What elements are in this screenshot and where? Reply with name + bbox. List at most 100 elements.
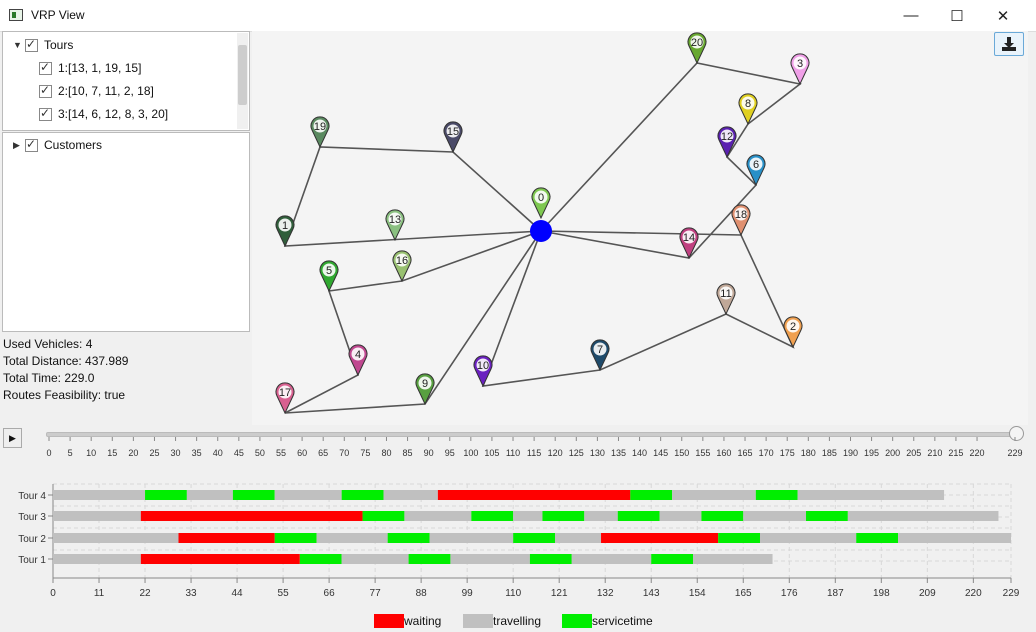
tours-checkbox[interactable] — [25, 37, 38, 52]
slider-tick-label: 50 — [255, 448, 265, 458]
gantt-bar-travelling — [383, 490, 438, 500]
pin-label: 1 — [282, 220, 288, 232]
customer-pin-13[interactable]: 13 — [385, 209, 405, 242]
gantt-bar-servicetime — [651, 554, 694, 564]
gantt-bar-travelling — [571, 554, 652, 564]
customer-pin-18[interactable]: 18 — [731, 204, 751, 237]
gantt-bar-servicetime — [341, 490, 384, 500]
gantt-bar-servicetime — [232, 490, 275, 500]
customer-pin-3[interactable]: 3 — [790, 53, 810, 86]
title-bar: VRP View — ☐ ✕ — [0, 0, 1036, 32]
gantt-bar-travelling — [186, 490, 233, 500]
stats-panel: Used Vehicles: 4 Total Distance: 437.989… — [3, 336, 128, 404]
route-line-2 — [481, 230, 795, 387]
gantt-bar-servicetime — [718, 533, 760, 543]
gantt-bar-servicetime — [408, 554, 451, 564]
pin-label-bg — [278, 385, 292, 399]
customers-tree[interactable]: ▶ Customers — [2, 132, 250, 332]
window-title: VRP View — [31, 8, 85, 22]
gantt-bar-servicetime — [299, 554, 342, 564]
total-distance: Total Distance: 437.989 — [3, 354, 129, 368]
close-button[interactable]: ✕ — [996, 7, 1010, 25]
customer-pin-14[interactable]: 14 — [679, 227, 699, 260]
slider-tick-label: 0 — [46, 448, 51, 458]
depot-marker[interactable] — [530, 220, 552, 242]
pin-label-bg — [351, 347, 365, 361]
pin-label-bg — [593, 342, 607, 356]
x-tick-label: 229 — [1003, 588, 1020, 599]
customer-pin-0[interactable]: 0 — [531, 187, 551, 220]
export-button[interactable] — [994, 32, 1024, 56]
customers-checkbox[interactable] — [25, 137, 38, 152]
play-button[interactable]: ▶ — [3, 428, 22, 448]
tree-node-customers[interactable]: ▶ Customers — [13, 135, 102, 155]
gantt-bar-travelling — [429, 533, 514, 543]
route-map[interactable]: 0 1 2 3 4 5 6 7 8 9 10 11 12 13 14 15 16 17 18 19 20 — [252, 31, 1028, 425]
slider-tick-label: 40 — [213, 448, 223, 458]
customer-pin-5[interactable]: 5 — [319, 260, 339, 293]
gantt-bar-travelling — [898, 533, 1011, 543]
slider-tick-label: 55 — [276, 448, 286, 458]
customer-pin-8[interactable]: 8 — [738, 93, 758, 126]
customer-pin-20[interactable]: 20 — [687, 32, 707, 65]
tree-node-tour-3[interactable]: 3:[14, 6, 12, 8, 3, 20] — [39, 104, 168, 124]
legend-swatch-servicetime — [562, 614, 592, 628]
pin-label: 3 — [797, 58, 803, 70]
tree-node-tours[interactable]: ▼ Tours — [13, 35, 73, 55]
slider-tick-label: 10 — [86, 448, 96, 458]
tree-scrollbar[interactable] — [237, 33, 248, 129]
tour-label: Tour 4 — [18, 491, 46, 502]
play-icon: ▶ — [9, 432, 16, 443]
tour-2-checkbox[interactable] — [39, 83, 52, 98]
tree-node-tour-1[interactable]: 1:[13, 1, 19, 15] — [39, 58, 141, 78]
pin-label-bg — [446, 124, 460, 138]
pin-label: 13 — [389, 214, 401, 226]
tours-label: Tours — [44, 38, 74, 52]
maximize-button[interactable]: ☐ — [950, 7, 964, 25]
scrollbar-thumb[interactable] — [238, 45, 247, 105]
customer-pin-6[interactable]: 6 — [746, 154, 766, 187]
slider-tick-label: 110 — [506, 448, 520, 458]
slider-tick-label: 175 — [780, 448, 795, 458]
expand-arrow-icon[interactable]: ▼ — [13, 40, 22, 50]
tour-3-checkbox[interactable] — [39, 106, 52, 121]
gantt-bar-servicetime — [471, 511, 514, 521]
tour-1-checkbox[interactable] — [39, 60, 52, 75]
legend-servicetime: servicetime — [562, 614, 653, 628]
gantt-bar-travelling — [672, 490, 756, 500]
tree-node-tour-2[interactable]: 2:[10, 7, 11, 2, 18] — [39, 81, 154, 101]
slider-tick-label: 70 — [339, 448, 349, 458]
x-tick-label: 121 — [551, 588, 568, 599]
customer-pin-9[interactable]: 9 — [415, 373, 435, 406]
legend-label-travelling: travelling — [493, 614, 542, 628]
slider-tick-label: 165 — [738, 448, 753, 458]
pin-label: 17 — [279, 387, 291, 399]
customer-pin-11[interactable]: 11 — [716, 283, 736, 316]
customer-pin-10[interactable]: 10 — [473, 355, 493, 388]
customer-pin-2[interactable]: 2 — [783, 316, 803, 349]
pin-label: 4 — [355, 349, 361, 361]
slider-tick-label: 145 — [653, 448, 668, 458]
customer-pin-17[interactable]: 17 — [275, 382, 295, 415]
customer-pin-19[interactable]: 19 — [310, 116, 330, 149]
pin-label: 10 — [477, 360, 489, 372]
download-icon — [1002, 37, 1016, 51]
customer-pin-1[interactable]: 1 — [275, 215, 295, 248]
pin-label: 20 — [691, 37, 703, 49]
x-tick-label: 66 — [324, 588, 336, 599]
customer-pin-4[interactable]: 4 — [348, 344, 368, 377]
gantt-bar-servicetime — [274, 533, 317, 543]
tours-tree[interactable]: ▼ Tours 1:[13, 1, 19, 15] 2:[10, 7, 11, … — [2, 31, 250, 131]
minimize-button[interactable]: — — [903, 7, 919, 24]
customer-pin-15[interactable]: 15 — [443, 121, 463, 154]
time-slider-thumb[interactable] — [1009, 426, 1024, 441]
collapse-arrow-icon[interactable]: ▶ — [13, 139, 20, 150]
gantt-bar-servicetime — [755, 490, 798, 500]
customer-pin-16[interactable]: 16 — [392, 250, 412, 283]
slider-tick-label: 85 — [403, 448, 413, 458]
customer-pin-12[interactable]: 12 — [717, 126, 737, 159]
slider-tick-label: 170 — [759, 448, 774, 458]
pin-label-bg — [741, 96, 755, 110]
customer-pin-7[interactable]: 7 — [590, 339, 610, 372]
